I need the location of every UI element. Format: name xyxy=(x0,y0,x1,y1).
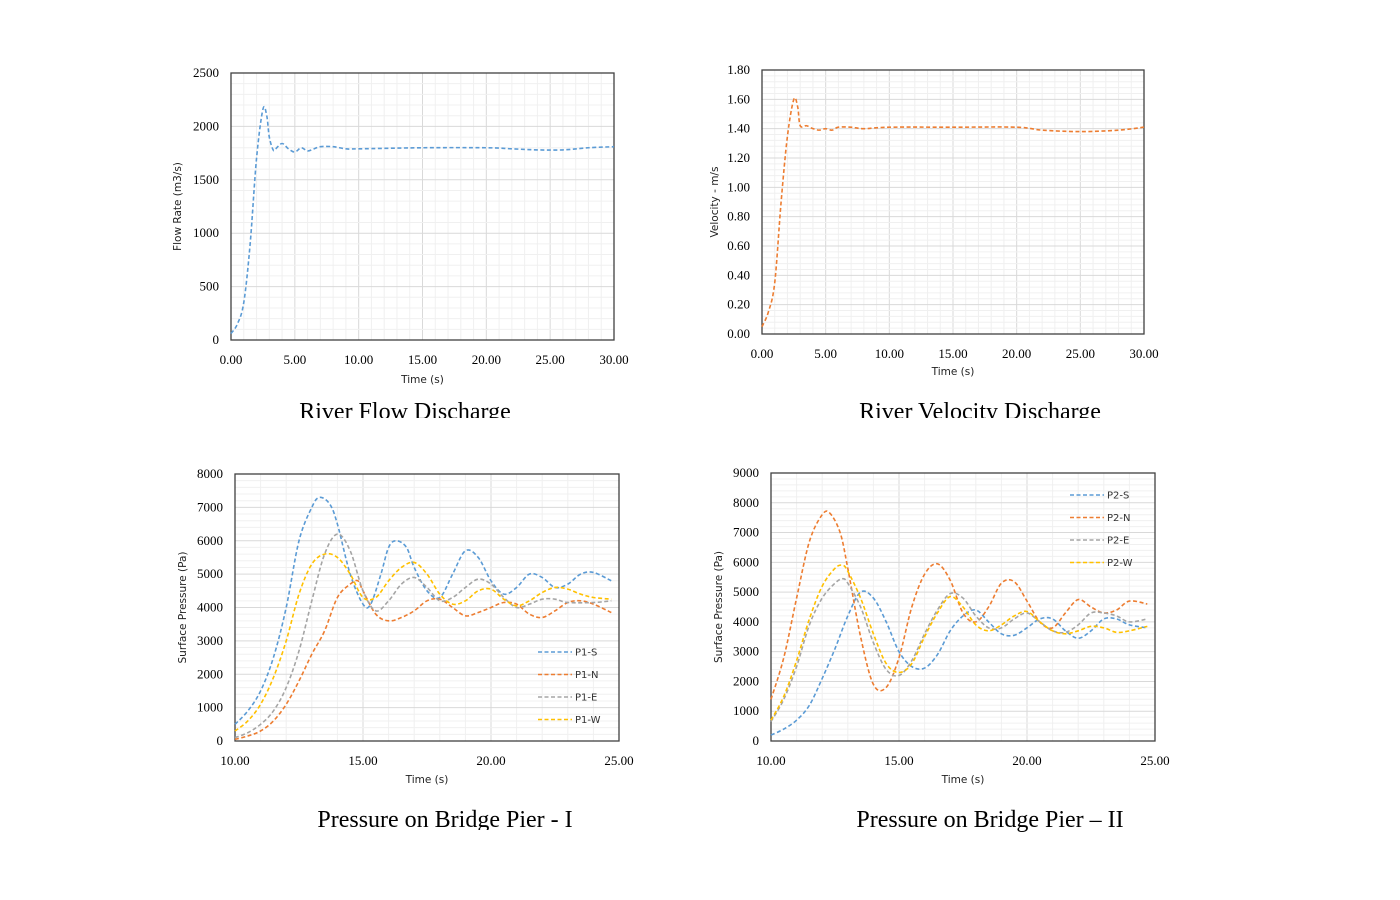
x-tick-label: 25.00 xyxy=(1140,753,1169,768)
legend-label: P1-N xyxy=(575,670,598,681)
y-tick-label: 0.40 xyxy=(727,267,750,282)
x-axis-label: Time (s) xyxy=(931,366,975,378)
y-tick-label: 4000 xyxy=(733,614,759,629)
legend-label: P2-W xyxy=(1107,558,1133,569)
legend-label: P2-N xyxy=(1107,513,1130,524)
plot-frame xyxy=(770,472,1156,742)
x-tick-label: 25.00 xyxy=(1066,346,1095,361)
series-line-p2-n xyxy=(770,510,1148,700)
y-tick-label: 8000 xyxy=(197,466,223,481)
y-tick-label: 1.00 xyxy=(727,179,750,194)
x-tick-label: 0.00 xyxy=(751,346,774,361)
y-tick-label: 2000 xyxy=(197,666,223,681)
legend-label: P1-W xyxy=(575,715,601,726)
legend-label: P2-S xyxy=(1107,491,1129,502)
y-tick-label: 8000 xyxy=(733,495,759,510)
y-axis-label: Surface Pressure (Pa) xyxy=(713,551,725,663)
y-tick-label: 3000 xyxy=(733,644,759,659)
x-tick-label: 5.00 xyxy=(814,346,837,361)
y-tick-label: 6000 xyxy=(733,554,759,569)
series-line-p1-w xyxy=(234,552,612,732)
y-tick-label: 1500 xyxy=(193,172,219,187)
y-tick-label: 0 xyxy=(213,332,220,347)
y-tick-label: 2500 xyxy=(193,65,219,80)
x-axis-label: Time (s) xyxy=(405,774,449,786)
y-tick-label: 2000 xyxy=(733,673,759,688)
series-line-p2-s xyxy=(770,590,1148,736)
x-tick-label: 15.00 xyxy=(884,753,913,768)
series-line-p1-e xyxy=(234,533,612,739)
y-tick-label: 0.80 xyxy=(727,209,750,224)
x-tick-label: 0.00 xyxy=(220,352,243,367)
series-line-p2-e xyxy=(770,577,1148,723)
y-tick-label: 500 xyxy=(200,279,220,294)
y-tick-label: 7000 xyxy=(197,499,223,514)
y-tick-label: 1.60 xyxy=(727,91,750,106)
x-tick-label: 20.00 xyxy=(472,352,501,367)
y-tick-label: 1000 xyxy=(733,703,759,718)
x-tick-label: 30.00 xyxy=(599,352,628,367)
y-tick-label: 1.20 xyxy=(727,150,750,165)
x-tick-label: 15.00 xyxy=(348,753,377,768)
x-tick-label: 25.00 xyxy=(604,753,633,768)
y-tick-label: 1000 xyxy=(197,700,223,715)
y-tick-label: 6000 xyxy=(197,533,223,548)
chart-2: 0.00 5.00 10.00 15.00 20.00 25.00 30.00 0.00 0.2… xyxy=(709,62,1159,378)
chart-3: 10.00 15.00 20.00 25.00 0 1000 2000 3000 4000 500… xyxy=(177,466,634,786)
series-line-p2-w xyxy=(770,564,1148,721)
x-tick-label: 10.00 xyxy=(220,753,249,768)
legend-label: P2-E xyxy=(1107,536,1129,547)
series-line xyxy=(230,105,615,335)
x-tick-label: 20.00 xyxy=(1002,346,1031,361)
y-axis-label: Surface Pressure (Pa) xyxy=(177,552,189,664)
y-tick-label: 1.40 xyxy=(727,121,750,136)
plot-frame xyxy=(230,72,615,341)
series-line xyxy=(761,96,1145,328)
plot-frame xyxy=(234,473,620,742)
legend-label: P1-E xyxy=(575,693,597,704)
y-tick-label: 0.20 xyxy=(727,297,750,312)
y-tick-label: 2000 xyxy=(193,118,219,133)
x-tick-label: 15.00 xyxy=(938,346,967,361)
y-axis-label: Flow Rate (m3/s) xyxy=(172,162,184,251)
y-tick-label: 1.80 xyxy=(727,62,750,77)
y-axis-label: Velocity - m/s xyxy=(709,167,721,238)
x-tick-label: 25.00 xyxy=(536,352,565,367)
x-tick-label: 20.00 xyxy=(476,753,505,768)
y-tick-label: 1000 xyxy=(193,225,219,240)
x-tick-label: 20.00 xyxy=(1012,753,1041,768)
chart-4: 10.00 15.00 20.00 25.00 0 1000 2000 3000 4000 500… xyxy=(713,465,1170,786)
y-tick-label: 3000 xyxy=(197,633,223,648)
series-line-p1-n xyxy=(234,579,612,741)
x-tick-label: 10.00 xyxy=(344,352,373,367)
y-tick-label: 0 xyxy=(217,733,224,748)
caption-pressure-pier-2: Pressure on Bridge Pier – II xyxy=(856,807,1124,833)
y-tick-label: 0.60 xyxy=(727,238,750,253)
y-tick-label: 5000 xyxy=(197,566,223,581)
x-tick-label: 10.00 xyxy=(875,346,904,361)
y-tick-label: 0.00 xyxy=(727,326,750,341)
chart-1: 0.00 5.00 10.00 15.00 20.00 25.00 30.00 0 500 100… xyxy=(172,65,629,386)
caption-river-flow-discharge: River Flow Discharge xyxy=(299,399,511,418)
y-tick-label: 9000 xyxy=(733,465,759,480)
x-tick-label: 5.00 xyxy=(283,352,306,367)
caption-river-velocity-discharge: River Velocity Discharge xyxy=(859,399,1101,418)
y-tick-label: 7000 xyxy=(733,525,759,540)
x-axis-label: Time (s) xyxy=(400,374,444,386)
x-tick-label: 15.00 xyxy=(408,352,437,367)
x-tick-label: 10.00 xyxy=(756,753,785,768)
y-tick-label: 5000 xyxy=(733,584,759,599)
y-tick-label: 4000 xyxy=(197,600,223,615)
x-axis-label: Time (s) xyxy=(941,774,985,786)
caption-pressure-pier-1: Pressure on Bridge Pier - I xyxy=(317,807,573,830)
y-tick-label: 0 xyxy=(753,733,760,748)
legend-label: P1-S xyxy=(575,648,597,659)
x-tick-label: 30.00 xyxy=(1129,346,1158,361)
plot-frame xyxy=(761,69,1145,335)
